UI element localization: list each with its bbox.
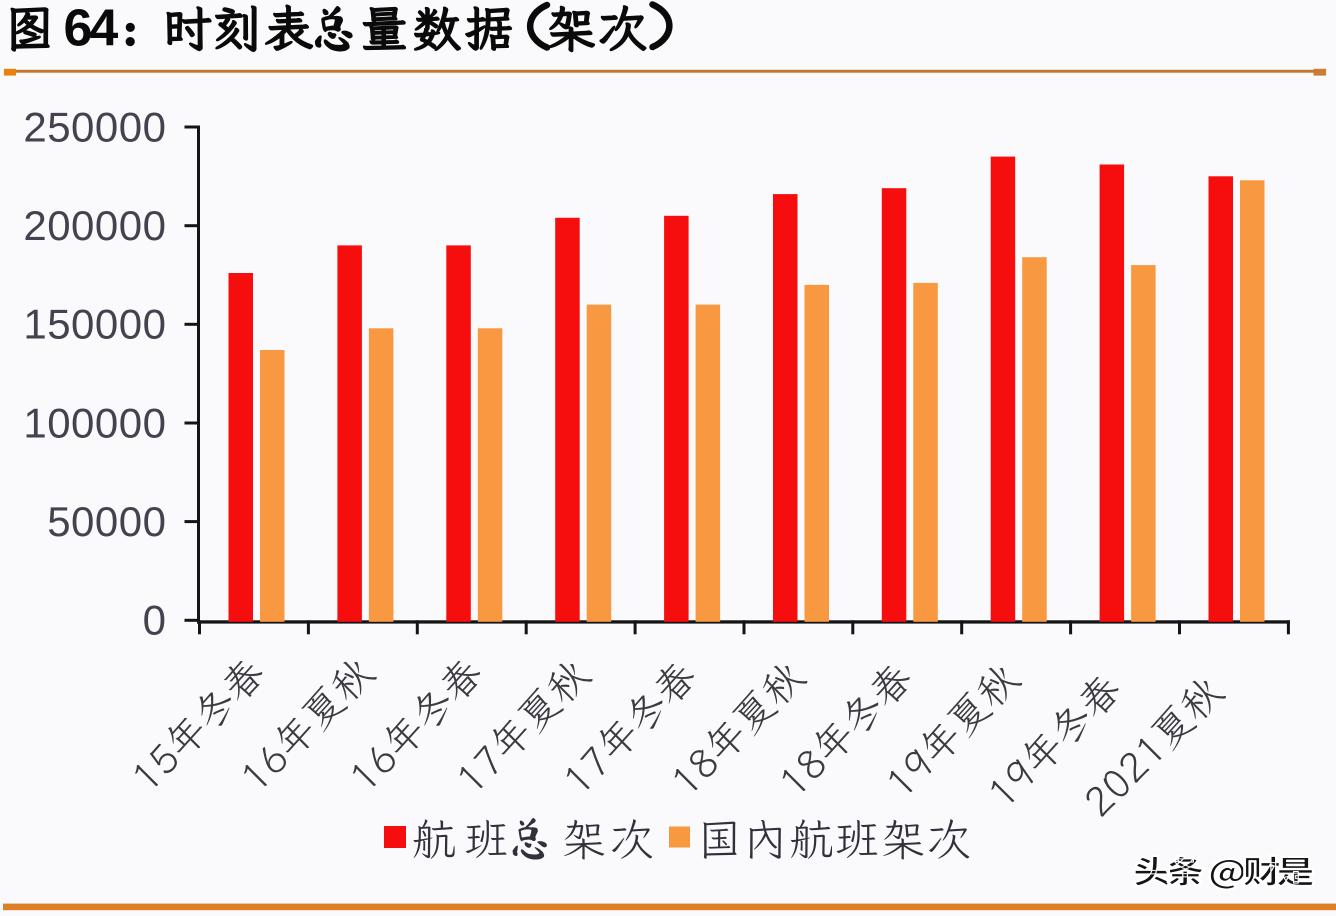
svg-text:100000: 100000: [23, 399, 166, 446]
svg-text:150000: 150000: [23, 301, 166, 348]
svg-text:250000: 250000: [23, 103, 166, 150]
svg-text:64: 64: [64, 0, 119, 58]
svg-text:200000: 200000: [23, 202, 166, 249]
svg-text:0: 0: [143, 597, 167, 644]
svg-text:50000: 50000: [47, 498, 166, 545]
